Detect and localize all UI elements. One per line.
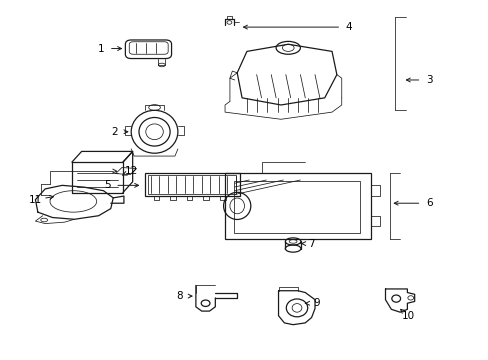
Text: 5: 5 <box>104 180 110 190</box>
Text: 8: 8 <box>176 291 183 301</box>
Text: 2: 2 <box>111 127 117 137</box>
Text: 4: 4 <box>345 22 352 32</box>
Text: 10: 10 <box>402 311 415 321</box>
Text: 7: 7 <box>307 239 314 249</box>
Bar <box>233 181 360 233</box>
Text: 3: 3 <box>425 75 432 85</box>
Bar <box>148 175 236 194</box>
Text: 6: 6 <box>425 198 432 208</box>
Text: 9: 9 <box>312 298 319 308</box>
Text: 12: 12 <box>125 166 138 176</box>
Bar <box>144 173 239 196</box>
Text: 1: 1 <box>98 44 104 54</box>
Bar <box>224 173 370 239</box>
Text: 11: 11 <box>29 195 42 204</box>
